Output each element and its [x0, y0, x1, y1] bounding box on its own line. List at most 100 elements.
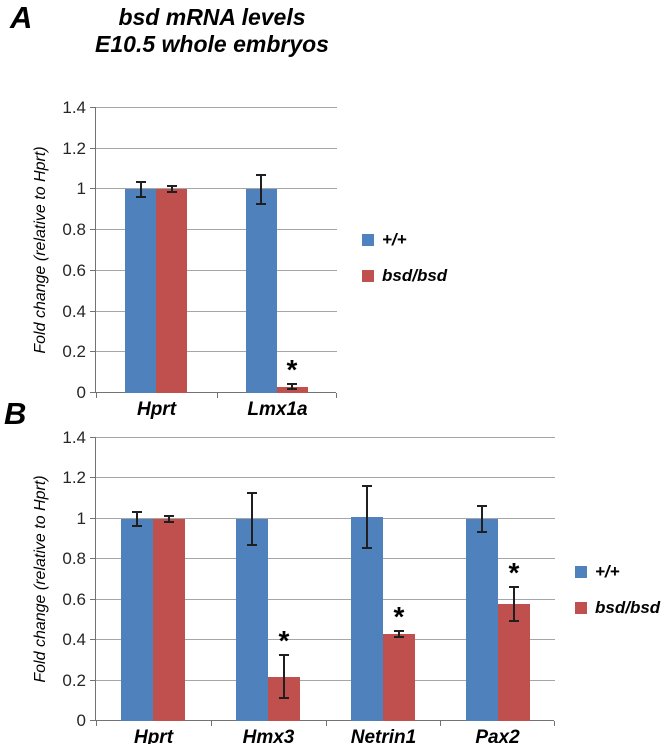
gridline — [96, 107, 337, 108]
error-bar — [366, 486, 368, 548]
gridline — [96, 311, 337, 312]
legend-item-mutant: bsd/bsd — [362, 266, 447, 286]
panel-label-a: A — [10, 0, 33, 35]
error-bar — [513, 587, 515, 621]
bar-+/+-Netrin1 — [351, 517, 383, 721]
figure-title-line2: E10.5 whole embryos — [95, 31, 329, 57]
gridline — [96, 558, 555, 559]
error-bar — [291, 384, 293, 389]
x-axis-tick — [96, 393, 97, 398]
x-axis-tick — [554, 721, 555, 726]
significance-asterisk: * — [508, 557, 520, 588]
x-category-label: Netrin1 — [350, 727, 417, 744]
y-axis-tick — [90, 720, 96, 721]
y-axis-tick — [90, 639, 96, 640]
gridline — [96, 680, 555, 681]
y-tick-label: 0.6 — [62, 261, 86, 280]
x-axis-tick — [336, 393, 337, 398]
gridline — [96, 639, 555, 640]
bar-+/+-Hmx3 — [236, 519, 268, 721]
y-axis-tick — [90, 558, 96, 559]
error-bar — [283, 655, 285, 698]
error-bar-cap — [287, 388, 297, 390]
y-tick-label: 0.2 — [62, 671, 86, 690]
y-tick-label: 1.2 — [62, 468, 86, 487]
y-axis-tick — [90, 518, 96, 519]
error-bar-cap — [279, 697, 289, 699]
y-tick-label: 0.8 — [62, 220, 86, 239]
y-tick-label: 1 — [76, 509, 86, 528]
legend-label-wildtype: +/+ — [595, 562, 620, 581]
y-tick-label: 0.8 — [62, 549, 86, 568]
y-axis-tick — [90, 311, 96, 312]
figure-title-line1: bsd mRNA levels — [118, 4, 306, 30]
error-bar-cap — [132, 525, 142, 527]
error-bar — [171, 186, 173, 192]
x-category-label: Hprt — [136, 399, 177, 420]
y-tick-label: 0 — [76, 383, 86, 402]
error-bar-cap — [477, 531, 487, 533]
error-bar — [260, 175, 262, 204]
error-bar-cap — [167, 185, 177, 187]
y-axis-tick — [90, 107, 96, 108]
legend-item-wildtype: +/+ — [575, 562, 660, 582]
y-tick-label: 0.6 — [62, 590, 86, 609]
error-bar-cap — [394, 636, 404, 638]
y-tick-label: 0 — [76, 711, 86, 730]
error-bar-cap — [167, 191, 177, 193]
y-tick-label: 1.4 — [62, 98, 86, 117]
significance-asterisk: * — [393, 601, 405, 632]
legend-label-mutant: bsd/bsd — [382, 266, 448, 285]
x-axis-tick — [217, 393, 218, 398]
legend-swatch-mutant — [575, 602, 587, 614]
error-bar-cap — [132, 511, 142, 513]
x-axis-tick — [211, 721, 212, 726]
y-tick-label: 0.4 — [62, 630, 86, 649]
x-axis-tick — [96, 721, 97, 726]
bar-bsd/bsd-Hprt — [156, 189, 187, 393]
y-axis-tick — [90, 437, 96, 438]
error-bar — [140, 182, 142, 197]
legend-label-mutant: bsd/bsd — [595, 598, 661, 617]
error-bar-cap — [247, 544, 257, 546]
legend-swatch-wildtype — [575, 566, 587, 578]
figure-title: bsd mRNA levels E10.5 whole embryos — [0, 4, 424, 58]
bar-bsd/bsd-Lmx1a — [277, 387, 308, 393]
error-bar-cap — [247, 492, 257, 494]
gridline — [96, 229, 337, 230]
error-bar — [251, 493, 253, 545]
legend-swatch-wildtype — [362, 234, 374, 246]
y-axis-tick — [90, 229, 96, 230]
bar-bsd/bsd-Hprt — [153, 519, 185, 721]
y-axis-tick — [90, 477, 96, 478]
x-axis-tick — [440, 721, 441, 726]
bar-+/+-Hprt — [125, 189, 156, 393]
y-axis-tick — [90, 351, 96, 352]
significance-asterisk: * — [286, 354, 298, 385]
y-axis-tick — [90, 188, 96, 189]
y-tick-label: 1.4 — [62, 428, 86, 447]
error-bar-cap — [362, 485, 372, 487]
y-axis-tick — [90, 270, 96, 271]
error-bar-cap — [136, 196, 146, 198]
bar-+/+-Pax2 — [466, 519, 498, 721]
gridline — [96, 351, 337, 352]
error-bar-cap — [394, 630, 404, 632]
legend-item-mutant: bsd/bsd — [575, 598, 660, 618]
error-bar — [168, 516, 170, 522]
gridline — [96, 477, 555, 478]
y-axis-tick — [90, 599, 96, 600]
legend-swatch-mutant — [362, 270, 374, 282]
panel-label-b: B — [4, 396, 27, 431]
gridline — [96, 270, 337, 271]
error-bar — [481, 506, 483, 532]
y-tick-label: 0.2 — [62, 342, 86, 361]
gridline — [96, 437, 555, 438]
error-bar-cap — [164, 521, 174, 523]
gridline — [96, 188, 337, 189]
error-bar-cap — [164, 515, 174, 517]
legend-label-wildtype: +/+ — [382, 230, 407, 249]
legend-a: +/+ bsd/bsd — [362, 230, 447, 302]
error-bar-cap — [287, 383, 297, 385]
